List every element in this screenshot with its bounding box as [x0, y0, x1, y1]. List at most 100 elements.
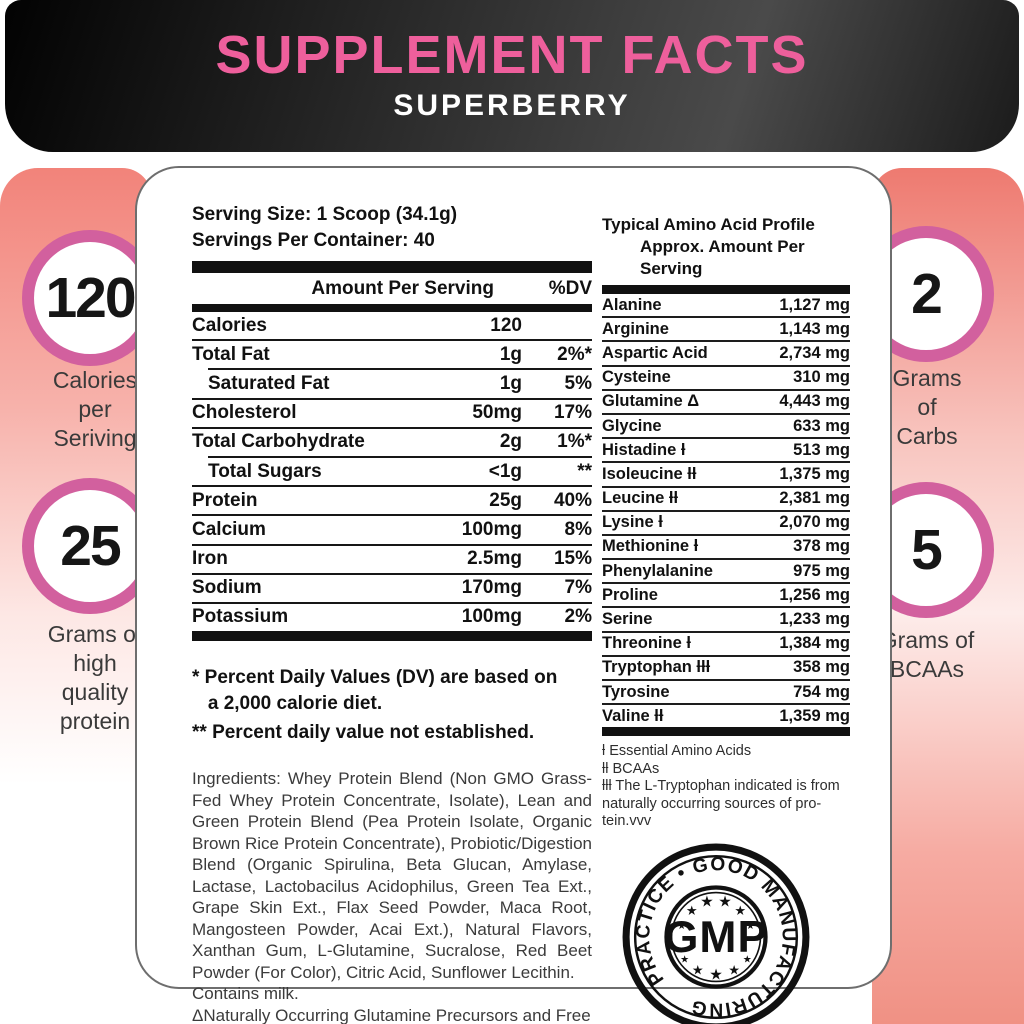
nutrient-dv: 7% — [564, 577, 592, 599]
star-icon: ★ — [728, 963, 740, 978]
nutrition-row: Calcium 100mg 8% — [192, 514, 592, 543]
essential-note: ƚ Essential Amino Acids — [602, 743, 752, 760]
nutrient-dv: 17% — [553, 402, 592, 424]
amino-amount: 513 mg — [793, 440, 850, 459]
nutrient-name: Calories — [192, 314, 267, 336]
amino-name: Histadine ƚ — [602, 440, 686, 459]
dv-footnote: * Percent Daily Values (DV) are based on… — [192, 667, 558, 715]
amino-subtitle: Approx. Amount Per Serving — [640, 237, 805, 278]
amino-name: Isoleucine ƚƚ — [602, 464, 697, 483]
amino-name: Valine ƚƚ — [602, 706, 664, 725]
amino-name: Proline — [602, 585, 658, 604]
amino-row: Arginine 1,143 mg — [602, 316, 850, 340]
amino-row: Glycine 633 mg — [602, 412, 850, 437]
dv-header: %DV — [548, 278, 592, 299]
page-title: SUPPLEMENT FACTS — [215, 25, 809, 85]
nutrient-dv — [522, 315, 592, 337]
divider-bar — [192, 631, 592, 642]
star-icon: ★ — [718, 893, 732, 911]
nutrient-dv: 1%* — [557, 431, 592, 453]
nutrient-amount: 2g — [499, 431, 522, 453]
amino-amount: 1,143 mg — [779, 319, 850, 338]
nutrient-name: Protein — [192, 489, 258, 511]
not-established-footnote: ** Percent daily value not established. — [192, 722, 535, 744]
star-icon: ★ — [680, 954, 689, 965]
nutrient-name: Saturated Fat — [208, 372, 330, 394]
amino-row: Alanine 1,127 mg — [602, 294, 850, 316]
star-icon: ★ — [746, 921, 755, 932]
gmp-stamp: PRACTICE • GOOD MANUFACTURING ★ ★ ★ ★ ★ … — [602, 841, 850, 1024]
glutamine-note: ΔNaturally Occurring Glutamine Precursor… — [192, 1005, 591, 1024]
amino-row: Serine 1,233 mg — [602, 606, 850, 630]
nutrition-facts-panel: Serving Size: 1 Scoop (34.1g) Servings P… — [192, 202, 592, 1024]
gmp-inner-ring-inner-line — [670, 891, 762, 983]
amino-amount: 975 mg — [793, 561, 850, 580]
amino-acid-panel: Typical Amino Acid Profile Approx. Amoun… — [602, 214, 850, 1024]
gmp-outer-ring — [622, 843, 810, 1024]
amino-acid-table: Alanine 1,127 mg Arginine 1,143 mg Aspar… — [602, 294, 850, 727]
servings-per-container: Servings Per Container: 40 — [192, 230, 435, 251]
amino-amount: 2,070 mg — [779, 513, 850, 532]
amino-amount: 378 mg — [793, 537, 850, 556]
nutrient-name: Total Fat — [192, 343, 270, 365]
amino-amount: 2,381 mg — [779, 489, 850, 508]
amino-name: Tryptophan ƚƚƚ — [602, 658, 711, 677]
amount-per-serving-header: Amount Per Serving — [311, 278, 494, 299]
nutrient-name: Calcium — [192, 518, 266, 540]
nutrient-dv: 8% — [564, 518, 592, 540]
nutrient-name: Sodium — [192, 577, 262, 599]
star-icon: ★ — [743, 954, 752, 965]
carbs-badge-label: Grams of Carbs — [892, 365, 962, 449]
bcaas-badge-value: 5 — [911, 518, 943, 582]
nutrient-amount: 100mg — [461, 606, 522, 628]
nutrient-name: Cholesterol — [192, 402, 297, 424]
calories-badge-value: 120 — [45, 266, 136, 330]
contains-milk-note: Contains milk. — [192, 984, 299, 1004]
amino-name: Phenylalanine — [602, 561, 713, 580]
amino-name: Aspartic Acid — [602, 343, 708, 362]
amino-amount: 633 mg — [793, 416, 850, 435]
star-icon: ★ — [709, 965, 723, 983]
amino-name: Lysine ƚ — [602, 513, 663, 532]
nutrient-name: Total Sugars — [208, 460, 322, 482]
gmp-outer-ring-inner-line — [633, 854, 799, 1019]
amino-row: Phenylalanine 975 mg — [602, 558, 850, 582]
nutrition-row: Sodium 170mg 7% — [192, 572, 592, 602]
nutrition-table: Calories 120 Total Fat 1g 2%* Saturated … — [192, 312, 592, 631]
nutrient-amount: 1g — [499, 343, 522, 365]
amino-row: Threonine ƚ 1,384 mg — [602, 630, 850, 655]
amino-name: Leucine ƚƚ — [602, 489, 679, 508]
flavor-subtitle: SUPERBERRY — [393, 89, 631, 122]
nutrition-row: Total Fat 1g 2%* — [192, 339, 592, 368]
nutrient-dv: 2% — [564, 606, 592, 628]
nutrition-row: Cholesterol 50mg 17% — [192, 397, 592, 427]
amino-row: Valine ƚƚ 1,359 mg — [602, 703, 850, 727]
amino-amount: 4,443 mg — [779, 392, 850, 411]
amino-row: Histadine ƚ 513 mg — [602, 437, 850, 461]
amino-row: Lysine ƚ 2,070 mg — [602, 509, 850, 534]
bcaa-note: ƚƚ BCAAs — [602, 760, 660, 777]
nutrient-amount: 100mg — [461, 518, 522, 540]
amino-row: Glutamine Δ 4,443 mg — [602, 388, 850, 413]
nutrition-table-header: Amount Per Serving %DV — [192, 273, 592, 304]
nutrition-row: Saturated Fat 1g 5% — [208, 368, 592, 397]
amino-row: Aspartic Acid 2,734 mg — [602, 340, 850, 364]
amino-row: Methionine ƚ 378 mg — [602, 533, 850, 558]
gmp-stamp-graphic: PRACTICE • GOOD MANUFACTURING ★ ★ ★ ★ ★ … — [622, 843, 810, 1024]
protein-badge-value: 25 — [60, 514, 121, 578]
amino-row: Leucine ƚƚ 2,381 mg — [602, 485, 850, 510]
amino-amount: 358 mg — [793, 658, 850, 677]
amino-name: Cysteine — [602, 368, 671, 387]
amino-row: Tryptophan ƚƚƚ 358 mg — [602, 654, 850, 679]
amino-amount: 1,127 mg — [779, 295, 850, 314]
calories-badge-label: Calories per Seriving — [52, 367, 138, 451]
carbs-badge-value: 2 — [911, 262, 943, 326]
nutrition-row: Iron 2.5mg 15% — [192, 543, 592, 573]
amino-amount: 2,734 mg — [779, 343, 850, 362]
amino-name: Tyrosine — [602, 682, 670, 701]
serving-size: Serving Size: 1 Scoop (34.1g) — [192, 204, 458, 225]
amino-name: Alanine — [602, 295, 662, 314]
amino-row: Tyrosine 754 mg — [602, 679, 850, 703]
nutrition-row: Protein 25g 40% — [192, 485, 592, 514]
nutrition-row: Calories 120 — [192, 312, 592, 339]
